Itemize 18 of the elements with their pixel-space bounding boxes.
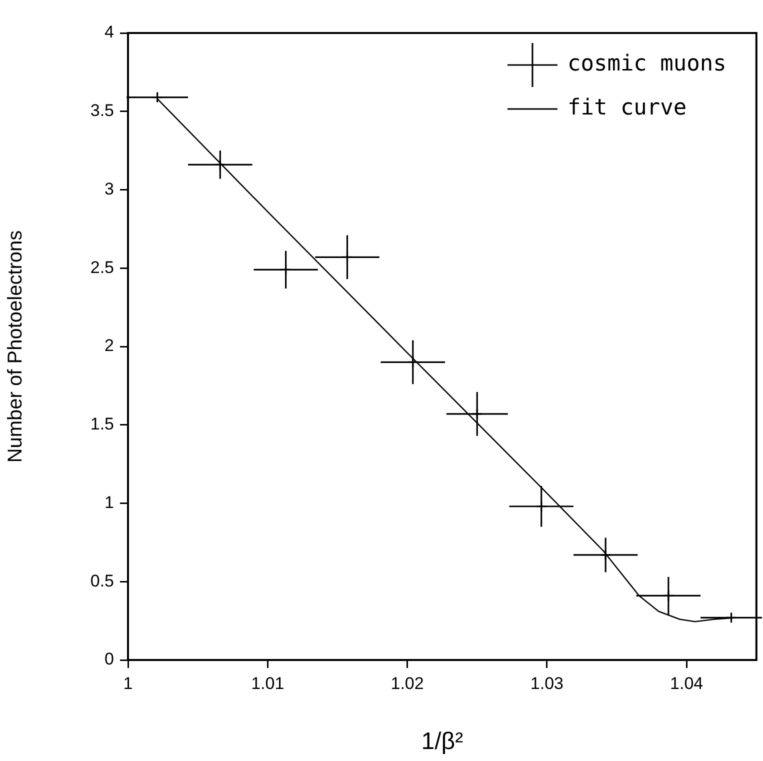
legend-label: fit curve	[567, 96, 687, 121]
y-tick-label: 1.5	[90, 414, 114, 434]
y-tick-label: 0.5	[90, 571, 114, 590]
legend-label: cosmic muons	[567, 52, 726, 77]
x-tick-label: 1.02	[390, 674, 424, 693]
y-tick-label: 0	[104, 650, 114, 669]
x-tick-label: 1.03	[530, 674, 564, 693]
x-tick-label: 1.04	[670, 674, 704, 693]
x-tick-label: 1	[123, 674, 133, 693]
y-tick-label: 4	[104, 22, 114, 42]
y-axis-title: Number of Photoelectrons	[4, 230, 27, 463]
y-tick-label: 2.5	[90, 258, 114, 277]
y-tick-label: 3.5	[90, 101, 114, 120]
y-tick-label: 1	[104, 492, 114, 512]
x-tick-label: 1.01	[251, 674, 284, 693]
x-axis-title: 1/β²	[421, 728, 464, 756]
y-tick-label: 2	[104, 336, 114, 356]
y-tick-label: 3	[104, 179, 114, 198]
